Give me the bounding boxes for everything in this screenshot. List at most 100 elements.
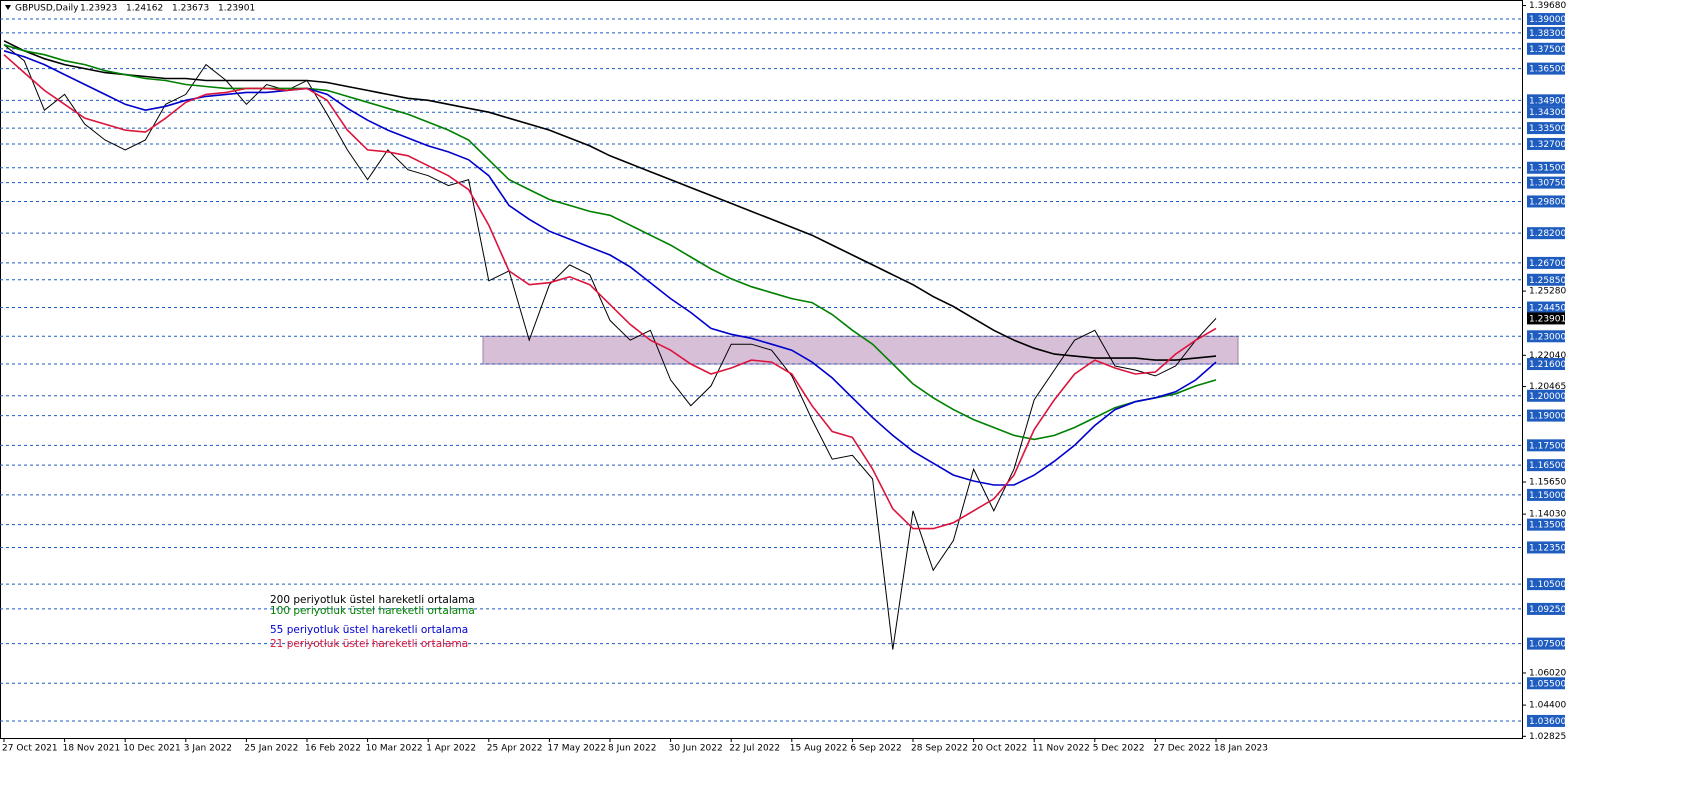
level-label-box (1527, 137, 1565, 150)
level-label-box (1527, 358, 1565, 371)
x-tick-label: 10 Mar 2022 (366, 744, 423, 754)
level-label-box (1527, 256, 1565, 269)
x-tick-label: 5 Dec 2022 (1093, 744, 1145, 754)
level-label: 1.34900 (1529, 96, 1566, 106)
y-tick-label: 1.02825 (1529, 732, 1566, 742)
support-zone (482, 335, 1239, 365)
x-tick-label: 16 Feb 2022 (305, 744, 361, 754)
level-label: 1.07500 (1529, 640, 1566, 650)
level-label: 1.36500 (1529, 65, 1566, 75)
x-tick-label: 25 Apr 2022 (487, 744, 543, 754)
level-label-box (1527, 26, 1565, 39)
level-label-box (1527, 602, 1565, 615)
y-tick-label: 1.14030 (1529, 510, 1566, 520)
legend-entry: 100 periyotluk üstel hareketli ortalama (270, 605, 475, 617)
x-tick-label: 20 Oct 2022 (972, 744, 1028, 754)
x-tick-label: 6 Sep 2022 (850, 744, 901, 754)
level-label: 1.03600 (1529, 717, 1566, 727)
level-label: 1.26700 (1529, 259, 1566, 269)
level-label-box (1527, 459, 1565, 472)
chart-title: GBPUSD,Daily (15, 4, 79, 14)
level-label: 1.09250 (1529, 605, 1566, 615)
ohlc-value: 1.24162 (126, 4, 163, 14)
ema-line (3, 44, 1217, 441)
x-tick-label: 17 May 2022 (547, 744, 606, 754)
level-label-box (1527, 488, 1565, 501)
level-label-box (1527, 330, 1565, 343)
level-label-box (1527, 389, 1565, 402)
level-label: 1.20000 (1529, 392, 1566, 402)
x-tick-label: 18 Nov 2021 (63, 744, 121, 754)
level-label: 1.28200 (1529, 229, 1566, 239)
level-label-box (1527, 122, 1565, 135)
last-price-label: 1.23901 (1529, 314, 1566, 324)
level-label: 1.15000 (1529, 491, 1566, 501)
ohlc-value: 1.23901 (218, 4, 255, 14)
level-label: 1.29800 (1529, 197, 1566, 207)
level-label: 1.39000 (1529, 15, 1566, 25)
level-label-box (1527, 409, 1565, 422)
price-line (3, 44, 1217, 650)
x-tick-label: 27 Dec 2022 (1153, 744, 1211, 754)
level-label: 1.16500 (1529, 461, 1566, 471)
level-label-box (1527, 273, 1565, 286)
level-label: 1.38300 (1529, 29, 1566, 39)
level-label: 1.19000 (1529, 412, 1566, 422)
level-label-box (1527, 161, 1565, 174)
level-label: 1.13500 (1529, 521, 1566, 531)
x-tick-label: 11 Nov 2022 (1032, 744, 1090, 754)
x-tick-label: 30 Jun 2022 (669, 744, 723, 754)
x-tick-label: 1 Apr 2022 (426, 744, 476, 754)
x-tick-label: 28 Sep 2022 (911, 744, 968, 754)
y-tick-label: 1.25280 (1529, 287, 1566, 297)
ema-line (3, 40, 1217, 361)
level-label-box (1527, 637, 1565, 650)
level-label-box (1527, 439, 1565, 452)
y-tick-label: 1.39680 (1529, 1, 1566, 11)
level-label: 1.34300 (1529, 108, 1566, 118)
last-price-box (1527, 312, 1565, 325)
level-label: 1.05500 (1529, 679, 1566, 689)
level-label: 1.30750 (1529, 179, 1566, 189)
level-label-box (1527, 62, 1565, 75)
y-tick-label: 1.06020 (1529, 668, 1566, 678)
x-tick-label: 15 Aug 2022 (790, 744, 848, 754)
level-label-box (1527, 106, 1565, 119)
level-label: 1.32700 (1529, 140, 1566, 150)
x-tick-label: 3 Jan 2022 (184, 744, 232, 754)
level-label-box (1527, 714, 1565, 727)
plot-frame (0, 0, 1523, 739)
level-label-box (1527, 195, 1565, 208)
level-label-box (1527, 13, 1565, 26)
level-label-box (1527, 518, 1565, 531)
level-label-box (1527, 301, 1565, 314)
legend-entry: 200 periyotluk üstel hareketli ortalama (270, 594, 475, 606)
level-label: 1.33500 (1529, 124, 1566, 134)
x-tick-label: 22 Jul 2022 (729, 744, 780, 754)
x-tick-label: 18 Jan 2023 (1214, 744, 1268, 754)
y-tick-label: 1.15650 (1529, 478, 1566, 488)
y-tick-label: 1.20465 (1529, 382, 1566, 392)
level-label: 1.37500 (1529, 45, 1566, 55)
level-label: 1.10500 (1529, 580, 1566, 590)
level-label: 1.17500 (1529, 441, 1566, 451)
level-label: 1.23000 (1529, 332, 1566, 342)
level-label-box (1527, 578, 1565, 591)
menu-arrow (5, 5, 11, 10)
y-tick-label: 1.22040 (1529, 351, 1566, 361)
x-tick-label: 27 Oct 2021 (2, 744, 58, 754)
level-label: 1.31500 (1529, 164, 1566, 174)
level-label-box (1527, 94, 1565, 107)
ohlc-value: 1.23673 (172, 4, 209, 14)
level-label-box (1527, 227, 1565, 240)
legend-entry: 55 periyotluk üstel hareketli ortalama (270, 624, 468, 636)
level-label: 1.21600 (1529, 360, 1566, 370)
x-tick-label: 25 Jan 2022 (244, 744, 298, 754)
ema-line (3, 50, 1217, 486)
level-label: 1.25850 (1529, 276, 1566, 286)
level-label-box (1527, 677, 1565, 690)
ema-line (3, 54, 1217, 530)
level-label: 1.12350 (1529, 543, 1566, 553)
